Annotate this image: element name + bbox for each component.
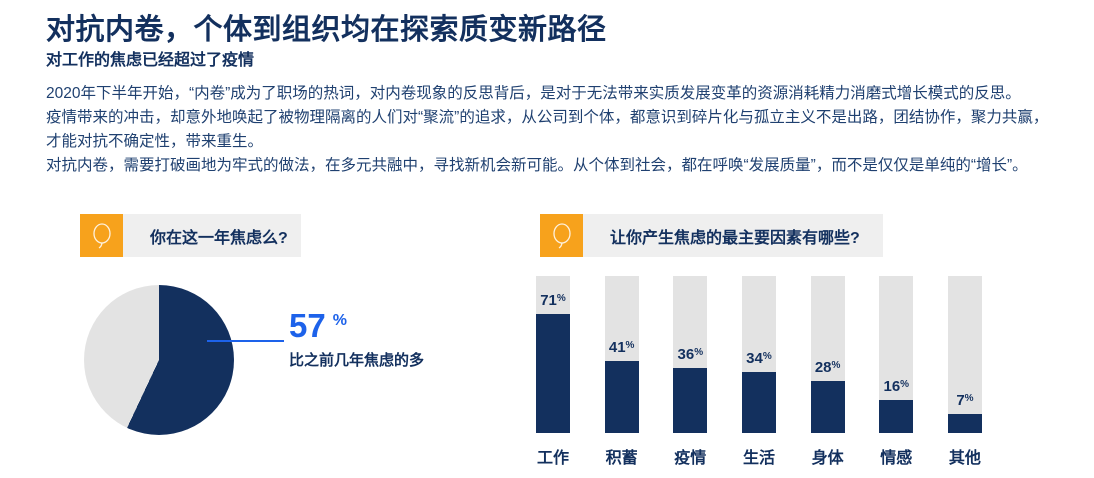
intro-line: 疫情带来的冲击，却意外地唤起了被物理隔离的人们对“聚流”的追求，从公司到个体，都… (46, 109, 1049, 126)
bar-track: 28% (810, 276, 845, 433)
bar-category-label: 身体 (811, 450, 844, 467)
bar-track: 71% (536, 276, 570, 433)
bar-fill (673, 368, 708, 433)
bar-column: 28% 身体 (810, 276, 845, 468)
pie-value: 57% (289, 308, 347, 351)
question-icon (80, 214, 123, 257)
pie-question-box: 你在这一年焦虑么? (80, 214, 301, 257)
bar-track: 16% (879, 276, 914, 433)
bar-category-label: 生活 (742, 450, 775, 467)
page-title: 对抗内卷，个体到组织均在探索质变新路径 (46, 14, 607, 46)
bar-question-label: 让你产生焦虑的最主要因素有哪些? (583, 214, 883, 257)
bar-category-label: 工作 (536, 450, 569, 467)
pie-chart (84, 285, 234, 435)
page-subtitle: 对工作的焦虑已经超过了疫情 (46, 52, 255, 69)
bar-value-label: 28% (815, 360, 841, 378)
percent-sign: % (900, 378, 910, 390)
bar-question-box: 让你产生焦虑的最主要因素有哪些? (540, 214, 883, 257)
intro-line: 对抗内卷，需要打破画地为牢式的做法，在多元共融中，寻找新机会新可能。从个体到社会… (46, 157, 1028, 174)
bar-fill (741, 371, 776, 433)
bar-category-label: 其他 (948, 450, 981, 467)
bar-track: 41% (604, 276, 639, 433)
bar-category-label: 积蓄 (605, 450, 638, 467)
bar-column: 36% 疫情 (673, 276, 708, 468)
bar-value-label: 41% (608, 338, 635, 358)
bar-track: 34% (741, 276, 776, 433)
intro-line: 2020年下半年开始，“内卷”成为了职场的热词，对内卷现象的反思背后，是对于无法… (46, 85, 1021, 102)
q-letter-icon (552, 222, 571, 249)
pie-callout-line (207, 340, 284, 342)
bar-value-label: 36% (678, 347, 704, 365)
bar-value-number: 41 (608, 338, 626, 356)
bar-category-label: 情感 (880, 450, 913, 467)
bar-fill (536, 313, 570, 433)
bar-category-label: 疫情 (674, 450, 707, 467)
bar-column: 71% 工作 (536, 276, 570, 468)
bar-value-number: 28 (814, 359, 832, 377)
percent-sign: % (694, 347, 704, 359)
bar-value-number: 36 (677, 346, 695, 364)
bar-fill (810, 381, 845, 433)
intro-paragraph: 2020年下半年开始，“内卷”成为了职场的热词，对内卷现象的反思背后，是对于无法… (46, 82, 1056, 178)
bar-value-label: 34% (746, 349, 772, 369)
pie-caption: 比之前几年焦虑的多 (289, 352, 425, 369)
bar-column: 7% 其他 (947, 276, 982, 468)
q-letter-icon (92, 222, 111, 249)
bar-value-number: 71 (540, 291, 557, 309)
bar-track: 36% (673, 276, 708, 433)
pie-question-label: 你在这一年焦虑么? (123, 214, 301, 257)
percent-sign: % (964, 393, 974, 405)
pie-value-number: 57 (289, 307, 326, 344)
percent-sign: % (831, 360, 841, 372)
question-icon (540, 214, 583, 257)
bar-column: 34% 生活 (741, 276, 776, 468)
percent-sign: % (762, 350, 772, 362)
percent-sign: % (332, 312, 347, 329)
bar-track: 7% (947, 276, 982, 433)
bar-value-label: 7% (956, 393, 973, 411)
bar-column: 16% 情感 (879, 276, 914, 468)
bar-chart: 71% 工作 41% 积蓄 36% 疫情 34% 生活 28% 身体 16% 情感 7% 其他 (536, 276, 982, 468)
bar-column: 41% 积蓄 (604, 276, 639, 468)
intro-line: 才能对抗不确定性，带来重生。 (46, 133, 264, 150)
bar-value-number: 34 (746, 349, 763, 367)
bar-value-label: 16% (883, 377, 910, 397)
bar-fill (879, 399, 914, 433)
bar-value-number: 16 (883, 377, 901, 395)
percent-sign: % (625, 339, 635, 351)
bar-value-label: 71% (540, 291, 566, 311)
bar-fill (604, 360, 639, 433)
bar-value-number: 7 (956, 392, 965, 410)
percent-sign: % (556, 292, 566, 304)
bar-fill (947, 414, 982, 433)
